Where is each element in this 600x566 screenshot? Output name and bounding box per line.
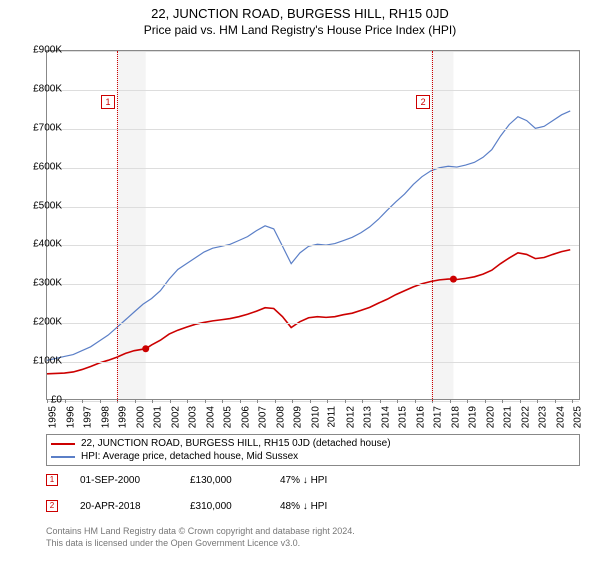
x-tick-label: 1998 [100,406,111,428]
x-tick-label: 2016 [415,406,426,428]
x-tick-label: 2001 [152,406,163,428]
y-tick-label: £600K [33,161,62,172]
x-tick-label: 2003 [187,406,198,428]
sale-row-2: 2 20-APR-2018 £310,000 48% ↓ HPI [46,500,580,512]
x-tick-label: 2008 [275,406,286,428]
sale-marker-1: 1 [46,474,58,486]
y-tick-label: £800K [33,83,62,94]
page-title: 22, JUNCTION ROAD, BURGESS HILL, RH15 0J… [0,6,600,21]
legend: 22, JUNCTION ROAD, BURGESS HILL, RH15 0J… [46,434,580,466]
x-tick-label: 2014 [380,406,391,428]
footer-line-1: Contains HM Land Registry data © Crown c… [46,526,580,538]
callout-box: 1 [101,95,115,109]
x-tick-label: 2012 [345,406,356,428]
sale-price-2: £310,000 [190,501,280,512]
x-tick-label: 2024 [555,406,566,428]
x-tick-label: 1995 [47,406,58,428]
x-tick-label: 2013 [362,406,373,428]
y-tick-label: £500K [33,200,62,211]
chart: 12 [46,50,580,400]
x-tick-label: 2011 [327,406,338,428]
x-tick-label: 2015 [397,406,408,428]
x-tick-label: 2017 [432,406,443,428]
x-tick-label: 2025 [572,406,583,428]
legend-item: HPI: Average price, detached house, Mid … [51,450,575,463]
chart-svg [47,51,579,399]
x-tick-label: 2020 [485,406,496,428]
footer: Contains HM Land Registry data © Crown c… [46,526,580,549]
y-tick-label: £100K [33,356,62,367]
x-tick-label: 2006 [240,406,251,428]
x-tick-label: 2005 [222,406,233,428]
y-tick-label: £0 [51,395,62,406]
y-tick-label: £200K [33,317,62,328]
sale-date-1: 01-SEP-2000 [80,475,190,486]
x-tick-label: 2010 [310,406,321,428]
legend-item: 22, JUNCTION ROAD, BURGESS HILL, RH15 0J… [51,437,575,450]
sale-date-2: 20-APR-2018 [80,501,190,512]
sale-pct-2: 48% ↓ HPI [280,501,360,512]
callout-box: 2 [416,95,430,109]
x-tick-label: 2004 [205,406,216,428]
x-tick-label: 2009 [292,406,303,428]
y-tick-label: £900K [33,45,62,56]
x-tick-label: 2018 [450,406,461,428]
sale-marker-2: 2 [46,500,58,512]
x-tick-label: 1999 [117,406,128,428]
sale-price-1: £130,000 [190,475,280,486]
x-tick-label: 1997 [82,406,93,428]
sale-pct-1: 47% ↓ HPI [280,475,360,486]
sale-row-1: 1 01-SEP-2000 £130,000 47% ↓ HPI [46,474,580,486]
x-tick-label: 2023 [537,406,548,428]
x-tick-label: 2007 [257,406,268,428]
x-tick-label: 2021 [502,406,513,428]
x-tick-label: 2002 [170,406,181,428]
x-tick-label: 2022 [520,406,531,428]
footer-line-2: This data is licensed under the Open Gov… [46,538,580,550]
y-tick-label: £300K [33,278,62,289]
x-tick-label: 1996 [65,406,76,428]
y-tick-label: £400K [33,239,62,250]
x-tick-label: 2019 [467,406,478,428]
x-tick-label: 2000 [135,406,146,428]
y-tick-label: £700K [33,122,62,133]
page-subtitle: Price paid vs. HM Land Registry's House … [0,23,600,37]
